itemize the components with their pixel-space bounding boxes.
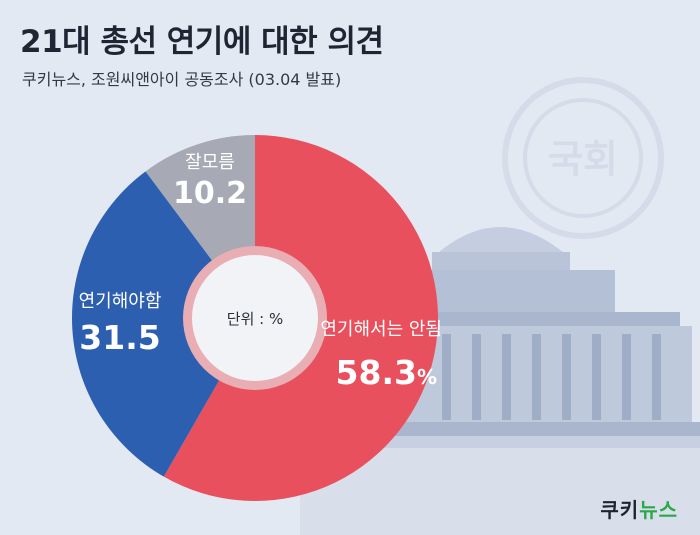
background-illustration: 국회 xyxy=(300,77,700,535)
slice-value-unit: % xyxy=(417,365,437,389)
assembly-emblem-watermark: 국회 xyxy=(502,77,664,239)
donut-hole xyxy=(192,255,318,381)
watermark-text: 국회 xyxy=(548,137,618,181)
brand-logo-part1: 쿠키 xyxy=(600,498,640,522)
dome xyxy=(432,227,570,258)
brand-logo-part2: 뉴스 xyxy=(639,498,678,522)
building-base xyxy=(360,422,700,436)
slice-value-postpone: 31.5 xyxy=(79,318,160,357)
slice-value-dont-postpone: 58.3% xyxy=(336,353,437,392)
slice-value-dont-know: 10.2 xyxy=(173,176,247,211)
brand-logo: 쿠키뉴스 xyxy=(600,494,678,523)
slice-label-dont-know: 잘모름 xyxy=(185,152,235,173)
page-subtitle: 쿠키뉴스, 조원씨앤아이 공동조사 (03.04 발표) xyxy=(22,70,342,89)
page-title: 21대 총선 연기에 대한 의견 xyxy=(20,24,384,60)
slice-postpone xyxy=(72,171,255,477)
dome-drum xyxy=(432,252,570,272)
slice-label-dont-postpone: 연기해서는 안됨 xyxy=(320,319,442,340)
slice-label-postpone: 연기해야함 xyxy=(79,291,162,312)
facade-columns xyxy=(442,334,661,420)
building-stairs xyxy=(330,436,700,448)
building-facade xyxy=(392,326,692,424)
slice-value-number: 58.3 xyxy=(336,353,417,392)
unit-label: 단위 : % xyxy=(227,310,283,328)
building-roof xyxy=(380,312,680,326)
